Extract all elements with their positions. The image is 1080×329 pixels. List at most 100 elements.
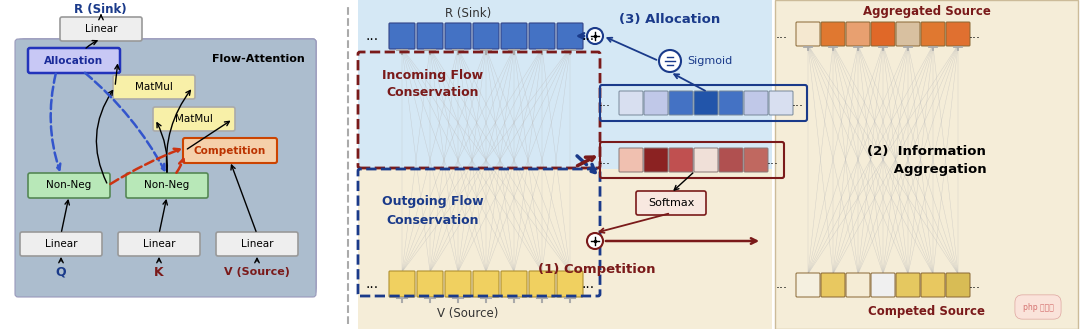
FancyBboxPatch shape bbox=[796, 22, 820, 46]
Text: V (Source): V (Source) bbox=[224, 267, 289, 277]
Bar bbox=[357, 169, 772, 329]
Text: ...: ... bbox=[777, 279, 788, 291]
Text: MatMul: MatMul bbox=[135, 82, 173, 92]
Text: V (Source): V (Source) bbox=[437, 308, 499, 320]
FancyBboxPatch shape bbox=[557, 23, 583, 49]
FancyBboxPatch shape bbox=[946, 273, 970, 297]
Text: Non-Neg: Non-Neg bbox=[145, 181, 190, 190]
FancyBboxPatch shape bbox=[694, 91, 718, 115]
Text: ...: ... bbox=[365, 277, 379, 291]
FancyBboxPatch shape bbox=[28, 48, 120, 73]
FancyBboxPatch shape bbox=[28, 173, 110, 198]
Circle shape bbox=[588, 233, 603, 249]
FancyBboxPatch shape bbox=[619, 148, 643, 172]
Text: Q: Q bbox=[56, 266, 66, 279]
Text: Outgoing Flow
Conservation: Outgoing Flow Conservation bbox=[382, 195, 484, 226]
FancyBboxPatch shape bbox=[501, 23, 527, 49]
Text: Incoming Flow
Conservation: Incoming Flow Conservation bbox=[382, 68, 484, 99]
Text: ...: ... bbox=[969, 279, 981, 291]
FancyBboxPatch shape bbox=[216, 232, 298, 256]
FancyBboxPatch shape bbox=[946, 22, 970, 46]
FancyBboxPatch shape bbox=[636, 191, 706, 215]
Bar bbox=[775, 0, 1078, 329]
FancyBboxPatch shape bbox=[126, 173, 208, 198]
Bar bbox=[357, 0, 772, 169]
FancyBboxPatch shape bbox=[113, 75, 195, 99]
FancyBboxPatch shape bbox=[769, 91, 793, 115]
FancyBboxPatch shape bbox=[744, 91, 768, 115]
FancyBboxPatch shape bbox=[15, 39, 316, 297]
Text: ...: ... bbox=[581, 277, 595, 291]
FancyBboxPatch shape bbox=[473, 23, 499, 49]
Text: Competed Source: Competed Source bbox=[868, 305, 985, 317]
FancyBboxPatch shape bbox=[21, 232, 102, 256]
FancyBboxPatch shape bbox=[669, 91, 693, 115]
Text: Linear: Linear bbox=[84, 24, 118, 34]
Text: ...: ... bbox=[767, 154, 779, 166]
FancyBboxPatch shape bbox=[846, 22, 870, 46]
FancyBboxPatch shape bbox=[821, 22, 845, 46]
FancyBboxPatch shape bbox=[896, 22, 920, 46]
FancyBboxPatch shape bbox=[153, 107, 235, 131]
Text: Linear: Linear bbox=[143, 239, 175, 249]
Text: Linear: Linear bbox=[241, 239, 273, 249]
Text: ...: ... bbox=[777, 28, 788, 40]
FancyBboxPatch shape bbox=[417, 23, 443, 49]
Text: ...: ... bbox=[599, 154, 611, 166]
Text: Softmax: Softmax bbox=[648, 198, 694, 208]
FancyBboxPatch shape bbox=[473, 271, 499, 297]
Text: Flow-Attention: Flow-Attention bbox=[213, 54, 305, 64]
FancyBboxPatch shape bbox=[796, 273, 820, 297]
FancyBboxPatch shape bbox=[921, 273, 945, 297]
FancyBboxPatch shape bbox=[896, 273, 920, 297]
Circle shape bbox=[588, 28, 603, 44]
Text: R (Sink): R (Sink) bbox=[445, 7, 491, 19]
FancyBboxPatch shape bbox=[644, 148, 669, 172]
FancyBboxPatch shape bbox=[644, 91, 669, 115]
Text: MatMul: MatMul bbox=[175, 114, 213, 124]
FancyBboxPatch shape bbox=[183, 138, 276, 163]
Text: Competition: Competition bbox=[194, 145, 266, 156]
FancyBboxPatch shape bbox=[389, 23, 415, 49]
FancyBboxPatch shape bbox=[529, 23, 555, 49]
Text: Aggregated Source: Aggregated Source bbox=[863, 5, 990, 17]
Text: ...: ... bbox=[969, 28, 981, 40]
Text: ...: ... bbox=[599, 96, 611, 110]
FancyBboxPatch shape bbox=[417, 271, 443, 297]
Text: (1) Competition: (1) Competition bbox=[538, 263, 656, 275]
FancyBboxPatch shape bbox=[557, 271, 583, 297]
Text: ...: ... bbox=[581, 29, 595, 43]
FancyBboxPatch shape bbox=[445, 271, 471, 297]
Text: Allocation: Allocation bbox=[44, 56, 104, 65]
FancyBboxPatch shape bbox=[921, 22, 945, 46]
Text: Non-Neg: Non-Neg bbox=[46, 181, 92, 190]
FancyBboxPatch shape bbox=[118, 232, 200, 256]
FancyBboxPatch shape bbox=[719, 91, 743, 115]
Text: Linear: Linear bbox=[44, 239, 78, 249]
Text: (2)  Information
      Aggregation: (2) Information Aggregation bbox=[866, 145, 987, 176]
FancyBboxPatch shape bbox=[694, 148, 718, 172]
Text: R (Sink): R (Sink) bbox=[73, 3, 126, 15]
FancyBboxPatch shape bbox=[21, 39, 316, 291]
FancyBboxPatch shape bbox=[821, 273, 845, 297]
FancyBboxPatch shape bbox=[719, 148, 743, 172]
Text: Sigmoid: Sigmoid bbox=[687, 56, 732, 66]
FancyBboxPatch shape bbox=[445, 23, 471, 49]
Text: K: K bbox=[154, 266, 164, 279]
FancyBboxPatch shape bbox=[60, 17, 141, 41]
Text: ...: ... bbox=[365, 29, 379, 43]
FancyBboxPatch shape bbox=[501, 271, 527, 297]
FancyBboxPatch shape bbox=[744, 148, 768, 172]
FancyBboxPatch shape bbox=[870, 22, 895, 46]
Text: php 中文网: php 中文网 bbox=[1023, 302, 1053, 312]
FancyBboxPatch shape bbox=[870, 273, 895, 297]
FancyBboxPatch shape bbox=[18, 39, 316, 294]
FancyBboxPatch shape bbox=[529, 271, 555, 297]
FancyBboxPatch shape bbox=[846, 273, 870, 297]
Circle shape bbox=[659, 50, 681, 72]
Text: ...: ... bbox=[792, 96, 804, 110]
FancyBboxPatch shape bbox=[389, 271, 415, 297]
FancyBboxPatch shape bbox=[669, 148, 693, 172]
Text: (3) Allocation: (3) Allocation bbox=[619, 13, 720, 26]
FancyBboxPatch shape bbox=[619, 91, 643, 115]
